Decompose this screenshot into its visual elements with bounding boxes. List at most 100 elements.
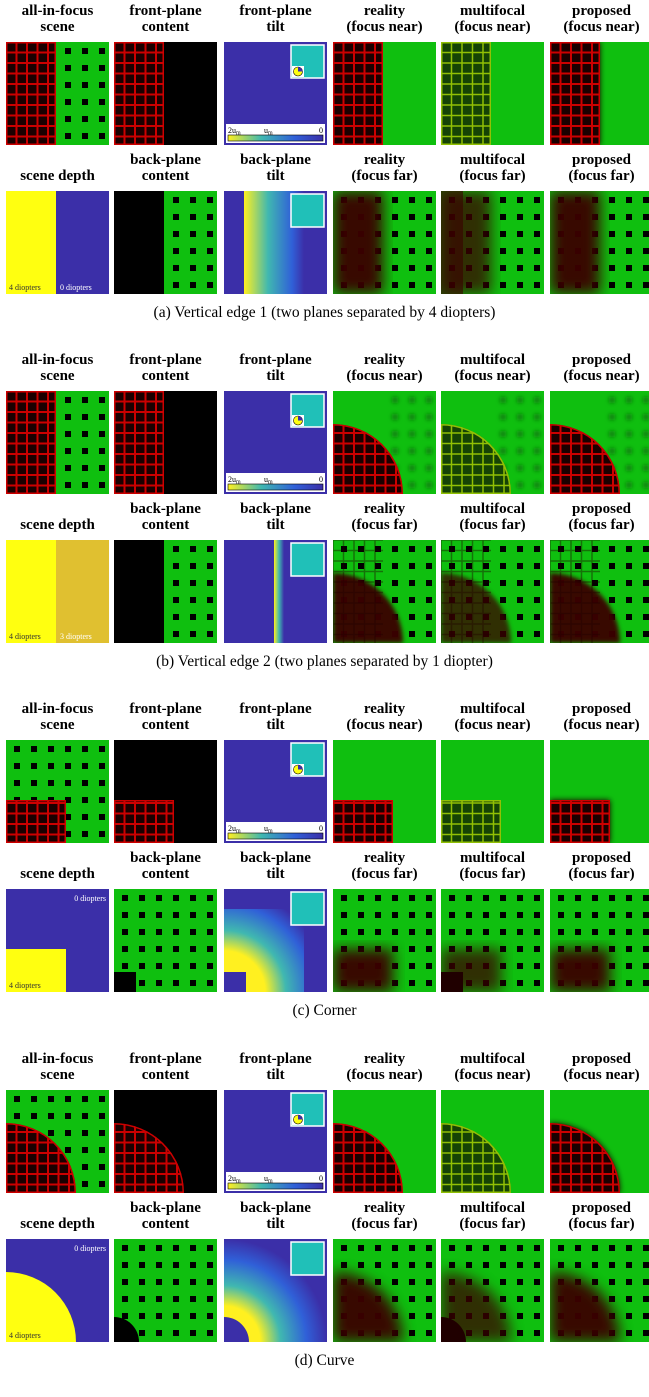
image-panel: 2um um 0: [224, 391, 327, 494]
dot: [48, 1096, 54, 1102]
image-panel: [114, 191, 217, 294]
panel-cell: reality (focus near): [333, 3, 436, 148]
dot: [575, 929, 581, 935]
dot: [500, 580, 506, 586]
column-label-line1: reality: [363, 352, 406, 368]
dot: [626, 614, 632, 620]
dot: [466, 563, 472, 569]
image-panel: [114, 740, 217, 843]
dot: [139, 282, 145, 288]
column-label-line1: proposed: [572, 152, 631, 168]
dot: [609, 895, 615, 901]
dot: [483, 895, 489, 901]
image-panel: [224, 540, 327, 643]
dot: [426, 980, 432, 986]
image-panel: [441, 1090, 544, 1193]
panel-cell: front-plane tilt 2um um 0: [224, 1051, 327, 1196]
dot: [626, 895, 632, 901]
dot: [500, 248, 506, 254]
dot: [139, 895, 145, 901]
dot: [626, 282, 632, 288]
dot: [122, 1245, 128, 1251]
column-label-line2: scene depth: [20, 168, 95, 184]
dot: [207, 1296, 213, 1302]
dot: [82, 414, 88, 420]
dot: [99, 763, 105, 769]
dot: [375, 1279, 381, 1285]
column-label-line1: all-in-focus: [21, 352, 94, 368]
dot: [483, 929, 489, 935]
dot: [626, 929, 632, 935]
colorbar-left-label: 2um: [228, 475, 241, 486]
column-label: reality (focus far): [333, 501, 436, 539]
dot: [609, 431, 615, 437]
dot: [82, 133, 88, 139]
dot: [190, 214, 196, 220]
dot: [156, 895, 162, 901]
dot: [534, 631, 540, 637]
dot: [190, 197, 196, 203]
dot: [173, 614, 179, 620]
dot: [139, 929, 145, 935]
dot: [575, 1262, 581, 1268]
column-label-line2: (focus near): [563, 1067, 640, 1083]
dot: [643, 929, 649, 935]
dot: [99, 482, 105, 488]
focus-near-row: all-in-focus scene front-plane content front…: [0, 1051, 649, 1201]
column-label-line2: tilt: [266, 1067, 285, 1083]
dot: [534, 214, 540, 220]
dot: [207, 1330, 213, 1336]
dot: [609, 946, 615, 952]
dot: [65, 448, 71, 454]
column-label-line1: back-plane: [130, 1200, 201, 1216]
panel-cell: front-plane tilt 2um um 0: [224, 3, 327, 148]
column-label: front-plane tilt: [224, 3, 327, 41]
column-label-line1: front-plane: [129, 3, 202, 19]
panel-cell: front-plane content: [114, 1051, 217, 1196]
panel-cell: front-plane content: [114, 701, 217, 846]
dot: [207, 946, 213, 952]
dot: [409, 963, 415, 969]
colorbar-mid-label: um: [264, 1174, 273, 1185]
dot: [139, 1296, 145, 1302]
dot: [14, 1113, 20, 1119]
column-label-line1: reality: [363, 850, 406, 866]
dot: [626, 397, 632, 403]
dot: [99, 431, 105, 437]
dot: [626, 482, 632, 488]
dot: [575, 895, 581, 901]
focus-near-row: all-in-focus scene front-plane content front…: [0, 352, 649, 502]
dot: [190, 946, 196, 952]
dot: [409, 482, 415, 488]
dot: [483, 546, 489, 552]
dot: [517, 282, 523, 288]
column-label-line2: content: [141, 368, 190, 384]
panel-cell: back-plane tilt: [224, 501, 327, 646]
column-label-line1: reality: [363, 152, 406, 168]
column-label-line1: reality: [363, 1051, 406, 1067]
image-panel: [441, 540, 544, 643]
dot: [517, 414, 523, 420]
dot: [517, 1296, 523, 1302]
dot: [517, 631, 523, 637]
column-label-line2: scene depth: [20, 1216, 95, 1232]
dot: [392, 248, 398, 254]
dot: [392, 214, 398, 220]
dot: [426, 248, 432, 254]
panel-cell: all-in-focus scene: [6, 3, 109, 148]
column-label-line1: proposed: [572, 1200, 631, 1216]
dot: [643, 563, 649, 569]
panel-cell: proposed (focus near): [550, 1051, 649, 1196]
column-label-line2: (focus near): [454, 717, 531, 733]
dot: [173, 1330, 179, 1336]
image-panel: [441, 42, 544, 145]
column-label-line1: reality: [363, 3, 406, 19]
dot: [156, 1245, 162, 1251]
column-label: multifocal (focus far): [441, 850, 544, 888]
dot: [207, 929, 213, 935]
column-label-line1: back-plane: [130, 850, 201, 866]
dot: [609, 597, 615, 603]
dot: [156, 1279, 162, 1285]
dot: [409, 465, 415, 471]
image-panel: 2um um 0: [224, 1090, 327, 1193]
